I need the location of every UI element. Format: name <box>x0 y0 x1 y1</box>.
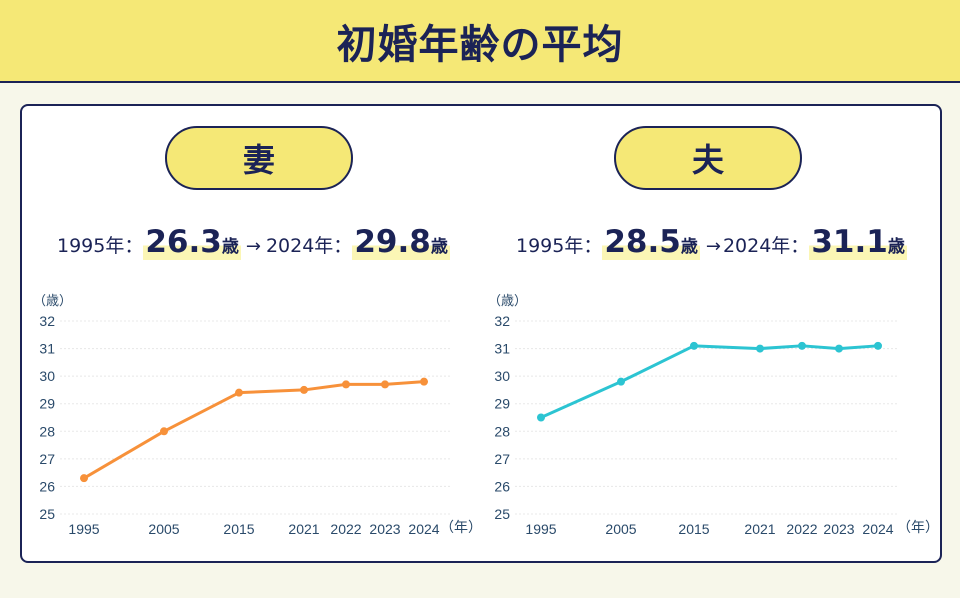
x-axis-label: （年） <box>440 519 482 535</box>
y-tick-label: 26 <box>494 478 510 494</box>
y-tick-label: 30 <box>494 368 510 384</box>
data-point <box>300 385 308 394</box>
arrow-icon: → <box>705 236 721 257</box>
data-point <box>537 413 545 422</box>
x-tick-label: 2024 <box>862 521 893 537</box>
y-tick-label: 28 <box>494 423 510 439</box>
wife-from-year: 1995年： <box>57 235 144 257</box>
x-tick-label: 2021 <box>288 521 319 537</box>
x-tick-label: 2023 <box>823 521 854 537</box>
x-axis-label: （年） <box>897 519 939 535</box>
y-tick-label: 25 <box>39 506 55 522</box>
y-tick-label: 29 <box>494 396 510 412</box>
husband-summary: 1995年： 28.5歳 → 2024年： 31.1歳 <box>516 224 907 264</box>
arrow-icon: → <box>245 236 261 257</box>
y-axis-label: （歳） <box>33 293 72 308</box>
data-point <box>160 427 168 436</box>
x-tick-label: 2005 <box>605 521 636 537</box>
y-tick-label: 30 <box>39 368 55 384</box>
y-tick-label: 27 <box>39 451 55 467</box>
data-point <box>798 341 806 350</box>
data-point <box>381 380 389 389</box>
y-tick-label: 29 <box>39 396 55 412</box>
husband-to-value: 31.1歳 <box>809 224 907 260</box>
data-point <box>835 344 843 353</box>
husband-from-value: 28.5歳 <box>602 224 700 260</box>
data-point <box>690 341 698 350</box>
x-tick-label: 1995 <box>68 521 99 537</box>
page-header: 初婚年齢の平均 <box>0 0 960 83</box>
x-tick-label: 2022 <box>786 521 817 537</box>
y-tick-label: 26 <box>39 478 55 494</box>
wife-label-badge: 妻 <box>165 126 353 190</box>
y-tick-label: 31 <box>494 341 510 357</box>
data-point <box>235 388 243 397</box>
x-tick-label: 2021 <box>744 521 775 537</box>
data-point <box>342 380 350 389</box>
data-point <box>80 474 88 483</box>
wife-to-value: 29.8歳 <box>352 224 450 260</box>
page-title: 初婚年齢の平均 <box>336 21 624 68</box>
husband-from-year: 1995年： <box>516 235 603 257</box>
wife-from-value: 26.3歳 <box>143 224 241 260</box>
husband-to-year: 2024年： <box>722 235 810 257</box>
x-tick-label: 1995 <box>525 521 556 537</box>
y-axis-label: （歳） <box>488 293 527 308</box>
data-point <box>874 341 882 350</box>
x-tick-label: 2015 <box>223 521 254 537</box>
x-tick-label: 2023 <box>369 521 400 537</box>
x-tick-label: 2005 <box>148 521 179 537</box>
data-point <box>420 377 428 386</box>
y-tick-label: 27 <box>494 451 510 467</box>
series-line <box>540 344 879 419</box>
y-tick-label: 32 <box>494 313 510 329</box>
wife-to-year: 2024年： <box>265 235 353 257</box>
data-point <box>617 377 625 386</box>
y-tick-label: 31 <box>39 341 55 357</box>
x-tick-label: 2024 <box>408 521 439 537</box>
wife-summary: 1995年： 26.3歳 → 2024年： 29.8歳 <box>57 224 450 264</box>
x-tick-label: 2022 <box>330 521 361 537</box>
y-tick-label: 25 <box>494 506 510 522</box>
x-tick-label: 2015 <box>678 521 709 537</box>
data-point <box>756 344 764 353</box>
y-tick-label: 32 <box>39 313 55 329</box>
y-tick-label: 28 <box>39 423 55 439</box>
husband-label-badge: 夫 <box>614 126 802 190</box>
